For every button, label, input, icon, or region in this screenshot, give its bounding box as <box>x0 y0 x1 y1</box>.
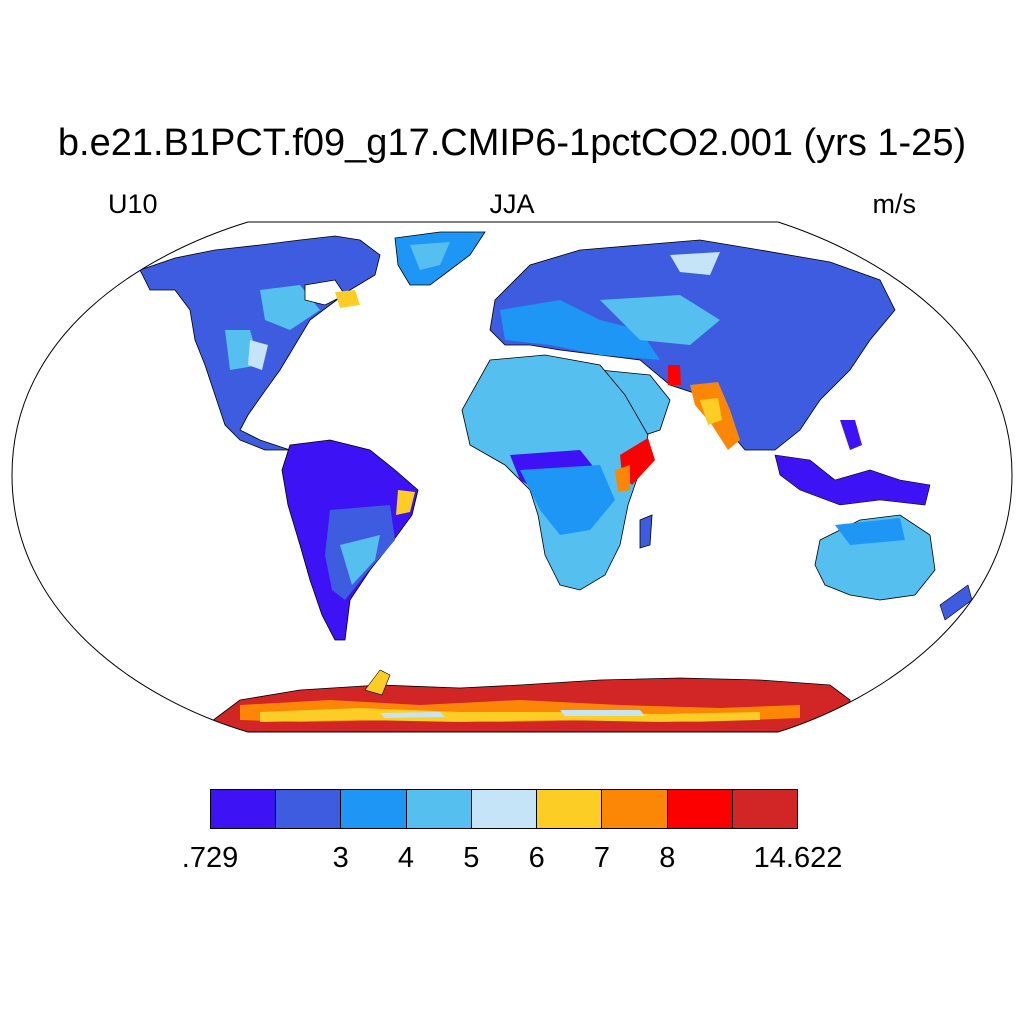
plot-title: b.e21.B1PCT.f09_g17.CMIP6-1pctCO2.001 (y… <box>57 122 967 164</box>
colorbar-box <box>732 790 797 828</box>
south-america-light-band <box>340 535 380 585</box>
india-monsoon-yellow <box>700 398 722 425</box>
map-border <box>11 221 1013 733</box>
map-fields <box>139 231 973 732</box>
colorbar-tick-label: 7 <box>593 842 611 874</box>
europe-light <box>500 300 660 360</box>
units-label: m/s <box>872 189 917 219</box>
colorbar-tick-label: 6 <box>528 842 545 874</box>
new-zealand <box>939 584 973 621</box>
colorbar-box <box>537 790 603 828</box>
colorbar-tick-label: 8 <box>659 842 676 874</box>
somali-jet-orange <box>615 465 630 492</box>
brazil-coast-yellow <box>396 490 415 515</box>
philippines <box>840 420 862 450</box>
colorbar-box <box>276 790 342 828</box>
colorbar-box <box>471 790 538 828</box>
colorbar <box>210 789 798 829</box>
antarctica-yellow <box>260 708 760 722</box>
eurasia-landmass <box>489 239 896 451</box>
maritime-continent <box>774 454 931 506</box>
colorbar-box <box>341 790 407 828</box>
colorbar-box <box>667 790 733 828</box>
africa-mid <box>520 465 615 535</box>
colorbar-tick-label: 14.622 <box>753 842 843 874</box>
colorbar-tick-label: 5 <box>463 842 480 874</box>
antarctic-peninsula <box>364 669 391 696</box>
colorbar-box <box>602 790 668 828</box>
north-america-light-patches <box>225 285 320 370</box>
arctic-pale <box>670 252 720 275</box>
colorbar-box <box>406 790 472 828</box>
madagascar <box>639 514 653 549</box>
colorbar-tick-label: 3 <box>332 842 349 874</box>
antarctica-pale <box>380 710 645 718</box>
greenland-light <box>410 242 450 270</box>
australia-north <box>835 518 905 545</box>
iran-hotspot <box>668 365 681 385</box>
central-asia-light <box>600 295 720 345</box>
hudson-bay <box>304 279 346 306</box>
colorbar-tick-label: .729 <box>181 842 239 874</box>
variable-label: U10 <box>108 189 158 219</box>
season-label: JJA <box>489 189 535 219</box>
colorbar-box <box>211 790 277 828</box>
north-america-pale-patch <box>248 340 268 370</box>
north-america-yellow-patch <box>335 290 360 308</box>
colorbar-tick-label: 4 <box>397 842 415 874</box>
